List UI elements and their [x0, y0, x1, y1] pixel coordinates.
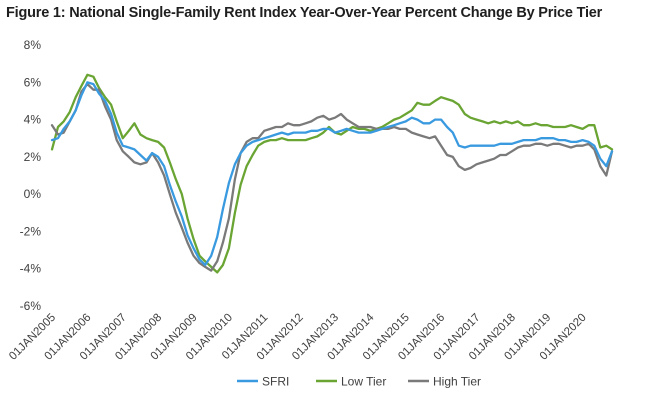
y-tick-label: 0%: [24, 187, 42, 201]
y-tick-label: 4%: [24, 113, 42, 127]
y-tick-label: -4%: [20, 262, 42, 276]
legend-label: SFRI: [262, 375, 289, 389]
legend-label: Low Tier: [341, 375, 386, 389]
y-tick-label: -2%: [20, 224, 42, 238]
x-axis: 01JAN200501JAN200601JAN200701JAN200801JA…: [7, 311, 589, 362]
series-line-high-tier: [50, 82, 614, 272]
legend: SFRI Low Tier High Tier: [237, 375, 481, 389]
y-tick-label: 2%: [24, 150, 42, 164]
legend-label: High Tier: [433, 375, 481, 389]
chart-title: Figure 1: National Single-Family Rent In…: [6, 5, 603, 21]
series-line-low-tier: [50, 73, 614, 274]
y-tick-label: 8%: [24, 38, 42, 52]
y-tick-label: -6%: [20, 299, 42, 313]
plot-area: [50, 73, 614, 274]
y-tick-label: 6%: [24, 75, 42, 89]
series-line-sfri: [50, 81, 614, 267]
y-axis: -6% -4% -2% 0% 2% 4% 6% 8%: [20, 38, 42, 313]
